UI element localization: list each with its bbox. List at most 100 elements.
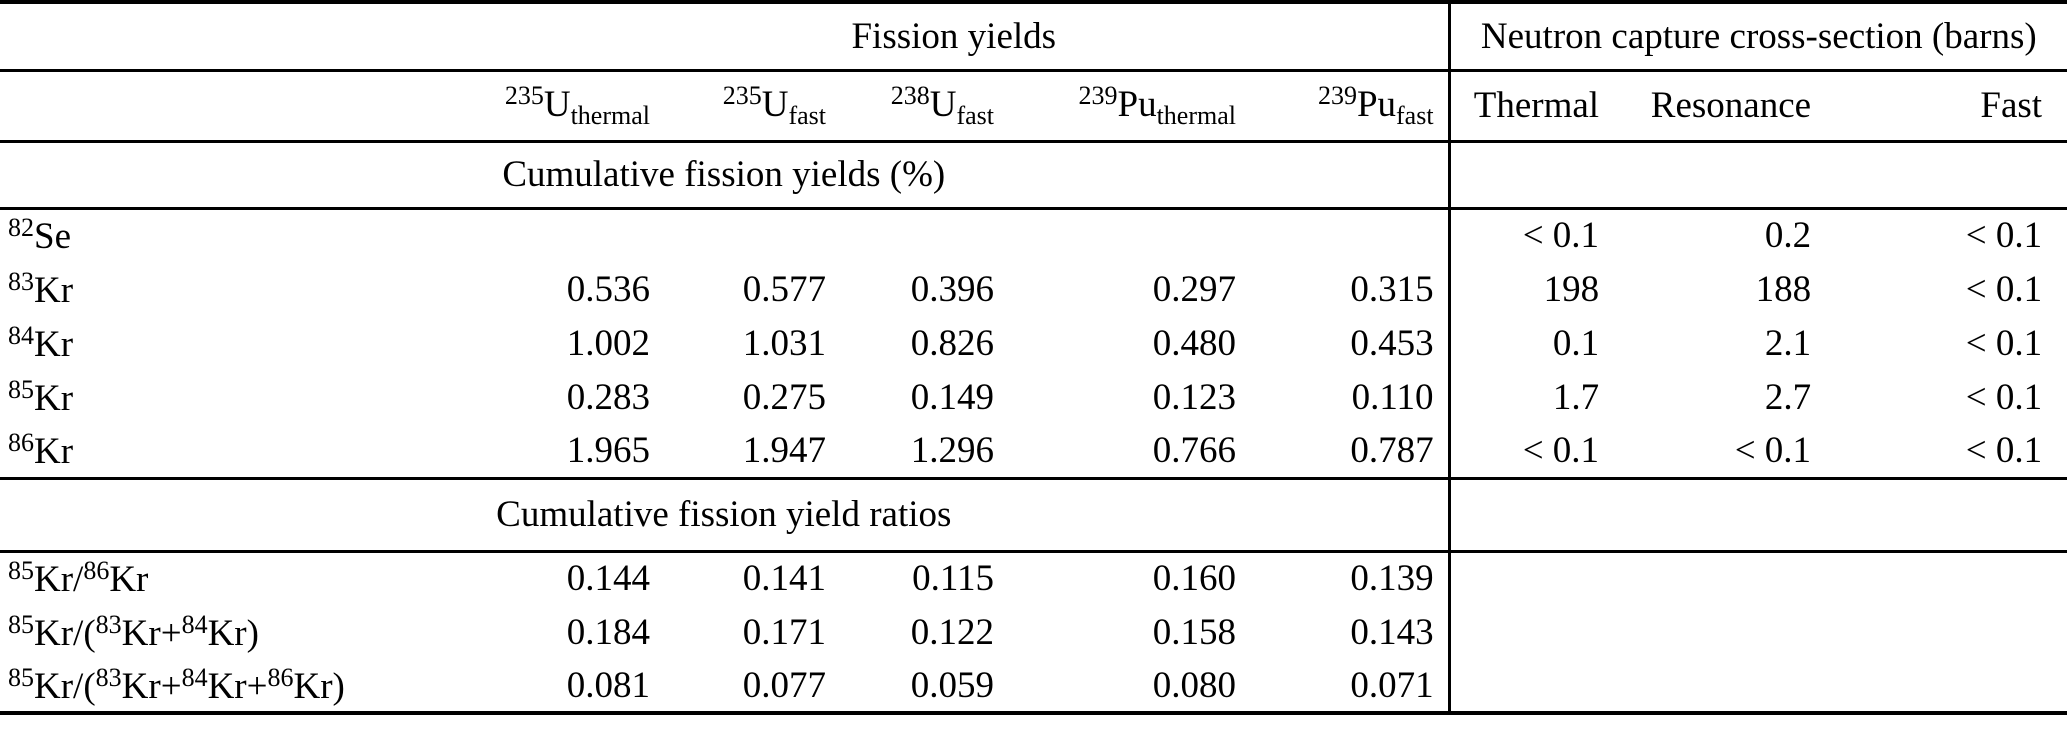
yield-value: 0.123 [1152, 376, 1236, 418]
row-label: 84Kr [0, 316, 460, 370]
capture-value: < 0.1 [1965, 322, 2043, 364]
capture-value: < 0.1 [1965, 215, 2043, 257]
yield-value: 0.577 [742, 268, 826, 310]
corner-cell [0, 2, 460, 72]
row-label: 85Kr/(83Kr+84Kr) [0, 605, 460, 659]
yield-value: 0.787 [1238, 424, 1450, 480]
yield-value [652, 208, 828, 262]
capture-value: < 0.1 [1965, 376, 2043, 418]
row-label: 85Kr/86Kr [0, 551, 460, 605]
element-symbol: U [543, 83, 571, 125]
section-spacer [1447, 478, 2067, 553]
spectrum-condition: fast [956, 100, 994, 130]
yield-value: 0.536 [566, 268, 650, 310]
ratio-value: 0.158 [1152, 611, 1236, 653]
ratio-value: 0.160 [1152, 558, 1236, 600]
yield-value: 0.766 [996, 424, 1238, 480]
yield-value: 1.002 [566, 322, 650, 364]
capture-value: < 0.1 [1605, 424, 1816, 480]
ratio-value: 0.143 [1350, 611, 1434, 653]
yield-value: 0.315 [1350, 268, 1434, 310]
nuclide-symbol: Kr+ [121, 665, 182, 707]
section-spacer [1447, 141, 2067, 210]
capture-value [1605, 605, 1815, 659]
nuclide-mass: 86 [267, 662, 294, 692]
yield-row-kr84: 84Kr 1.002 1.031 0.826 0.480 0.453 0.1 2… [0, 316, 2067, 370]
capture-value [1447, 659, 1606, 713]
ratio-value: 0.184 [566, 611, 650, 653]
ratio-value: 0.122 [910, 611, 994, 653]
ratio-value: 0.080 [1152, 664, 1236, 706]
capture-value: 0.2 [1764, 215, 1812, 257]
capture-header-resonance: Resonance [1605, 70, 1816, 143]
nuclide-mass: 83 [95, 662, 122, 692]
yield-value: 1.296 [828, 424, 996, 480]
nuclide-mass: 85 [8, 662, 34, 692]
row-label: 82Se [0, 208, 460, 262]
nuclide-symbol: Kr [109, 559, 149, 601]
yield-row-kr83: 83Kr 0.536 0.577 0.396 0.297 0.315 198 1… [0, 262, 2067, 316]
nuclide-symbol: Kr) [293, 665, 345, 707]
yield-value: 0.396 [910, 268, 994, 310]
neutron-capture-group-header: Neutron capture cross-section (barns) [1447, 2, 2067, 72]
isotope-header-pu239-thermal: 239Puthermal [996, 70, 1238, 143]
group-header-row: Fission yields Neutron capture cross-sec… [0, 2, 2067, 72]
ratio-value: 0.144 [566, 558, 650, 600]
capture-value: 198 [1447, 262, 1606, 316]
nuclide-symbol: Kr) [207, 612, 259, 654]
isotope-header-u238-fast: 238Ufast [828, 70, 996, 143]
isotope-header-u235-thermal: 235Uthermal [460, 70, 652, 143]
nuclide-symbol: Kr/( [34, 612, 96, 654]
nuclide-mass: 83 [8, 266, 34, 296]
element-symbol: U [761, 83, 789, 125]
capture-value: < 0.1 [1447, 208, 1606, 262]
yield-value: 0.297 [1152, 268, 1236, 310]
spectrum-condition: thermal [1156, 100, 1236, 130]
ratio-row-kr85-kr83kr84kr86: 85Kr/(83Kr+84Kr+86Kr) 0.081 0.077 0.059 … [0, 659, 2067, 713]
ratio-value: 0.171 [742, 611, 826, 653]
fission-yields-group-header: Fission yields [460, 2, 1450, 72]
nuclide-symbol: Kr [34, 269, 74, 311]
isotope-header-pu239-fast: 239Pufast [1238, 70, 1450, 143]
yield-value [828, 208, 996, 262]
ratio-value: 0.141 [742, 558, 826, 600]
capture-value [1447, 551, 1606, 605]
nuclide-symbol: Kr [34, 430, 74, 472]
capture-value [1605, 659, 1815, 713]
nuclide-mass: 86 [8, 427, 34, 457]
element-symbol: U [929, 83, 957, 125]
capture-value: 2.7 [1764, 376, 1812, 418]
element-symbol: Pu [1356, 83, 1397, 125]
nuclide-symbol: Kr/( [34, 665, 96, 707]
nuclide-mass: 85 [8, 556, 34, 586]
ratio-value: 0.115 [912, 558, 994, 600]
fission-yields-table: Fission yields Neutron capture cross-sec… [0, 0, 2067, 715]
row-label: 85Kr/(83Kr+84Kr+86Kr) [0, 659, 460, 713]
yield-value: 0.275 [742, 376, 826, 418]
capture-value: < 0.1 [1447, 424, 1606, 480]
capture-value: 2.1 [1764, 322, 1812, 364]
yield-value: 0.826 [910, 322, 994, 364]
capture-value: < 0.1 [1815, 424, 2067, 480]
yield-value [996, 208, 1238, 262]
capture-header-thermal: Thermal [1447, 70, 1606, 143]
empty-header-cell [0, 70, 460, 143]
nuclide-symbol: Kr+ [207, 665, 268, 707]
ratio-value: 0.139 [1350, 558, 1434, 600]
spectrum-condition: fast [788, 100, 826, 130]
ratio-row-kr85-kr86: 85Kr/86Kr 0.144 0.141 0.115 0.160 0.139 [0, 551, 2067, 605]
section-title-ratios: Cumulative fission yield ratios [0, 478, 1450, 553]
mass-number: 235 [722, 80, 762, 110]
yield-value: 1.947 [652, 424, 828, 480]
yield-value: 1.031 [742, 322, 826, 364]
nuclide-symbol: Kr [34, 323, 74, 365]
nuclide-mass: 84 [181, 662, 208, 692]
nuclide-mass: 84 [8, 320, 34, 350]
row-label: 83Kr [0, 262, 460, 316]
nuclide-symbol: Kr [34, 377, 74, 419]
capture-header-fast: Fast [1815, 70, 2067, 143]
capture-value [1815, 551, 2067, 605]
ratio-value: 0.071 [1350, 664, 1434, 706]
ratio-value: 0.081 [566, 664, 650, 706]
spectrum-condition: thermal [570, 100, 650, 130]
